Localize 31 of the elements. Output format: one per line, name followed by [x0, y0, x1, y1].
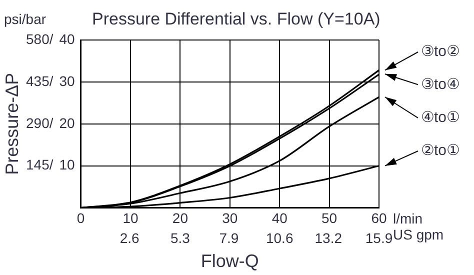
x-axis-title: Flow-Q [200, 251, 259, 272]
text: psi/bar [4, 10, 46, 27]
x-tick-label: 0 [76, 210, 85, 226]
legend-label: ③to④ [421, 76, 460, 94]
x2-tick-label: 7.9 [219, 230, 239, 246]
y-tick-label: 10 [59, 156, 76, 173]
x2-tick-label: 15.9 [365, 230, 393, 246]
y2-tick-label: 580/ [26, 30, 54, 47]
x2-tick-label: 10.6 [266, 230, 294, 246]
y-tick-label: 20 [59, 114, 76, 131]
x2-tick-label: 5.3 [170, 230, 190, 246]
x-tick-label: 10 [122, 210, 139, 226]
legend-label: ④to① [421, 109, 460, 126]
x2-tick-label: 13.2 [314, 230, 342, 246]
y2-axis-title: Pressure-ΔP [2, 72, 22, 175]
y2-tick-label: 435/ [26, 72, 54, 89]
legend-label: ②to① [421, 142, 460, 160]
text: US gpm [393, 226, 444, 243]
y-tick-label: 30 [59, 72, 76, 89]
x-tick-label: 20 [172, 210, 188, 226]
x-tick-label: 40 [272, 210, 288, 226]
text: l/min [393, 210, 423, 227]
y2-tick-label: 290/ [26, 114, 54, 131]
legend-label: ③to② [421, 43, 460, 60]
chart-title: Pressure Differential vs. Flow (Y=10A) [92, 10, 380, 29]
y2-tick-label: 145/ [26, 156, 54, 173]
x-tick-label: 60 [371, 210, 387, 226]
x-tick-label: 30 [222, 210, 238, 226]
y-tick-label: 40 [59, 30, 76, 47]
x2-tick-label: 2.6 [120, 230, 140, 246]
x-tick-label: 50 [322, 210, 338, 226]
